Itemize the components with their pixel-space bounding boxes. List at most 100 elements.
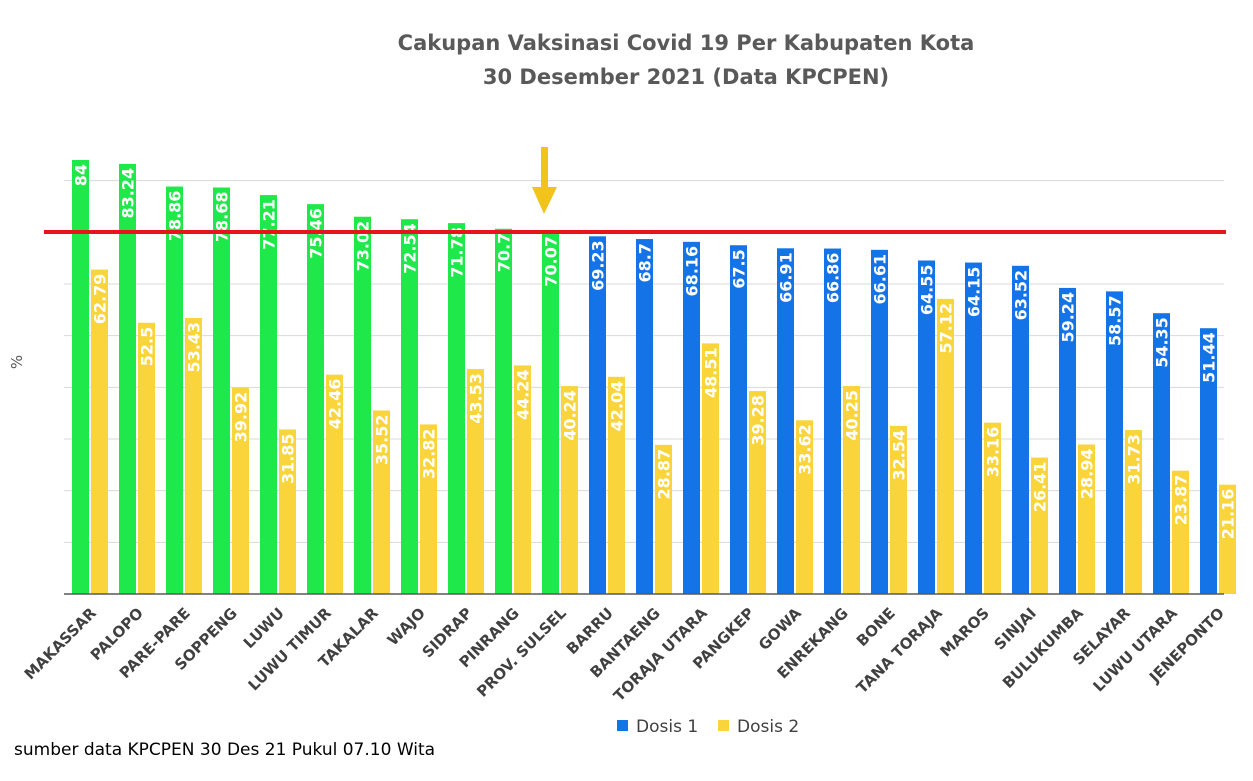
value-label-dosis-1: 66.91	[777, 252, 796, 303]
value-label-dosis-2: 23.87	[1172, 475, 1191, 526]
bar-dosis-2	[514, 365, 531, 594]
value-label-dosis-2: 48.51	[702, 347, 721, 398]
bar-dosis-2	[749, 391, 766, 594]
value-label-dosis-2: 21.16	[1219, 489, 1238, 540]
value-label-dosis-1: 54.35	[1153, 317, 1172, 368]
value-label-dosis-2: 28.94	[1078, 448, 1097, 499]
value-label-dosis-1: 63.52	[1012, 270, 1031, 321]
arrow-shaft	[541, 147, 548, 189]
value-label-dosis-1: 59.24	[1059, 292, 1078, 343]
arrow-head	[532, 187, 557, 214]
value-label-dosis-2: 42.46	[326, 379, 345, 430]
value-label-dosis-1: 69.23	[589, 240, 608, 291]
bar-dosis-1	[1106, 291, 1123, 594]
bar-dosis-1	[730, 245, 747, 594]
category-label: LUWU UTARA	[1089, 604, 1181, 696]
bar-dosis-1	[542, 231, 559, 594]
value-label-dosis-1: 66.61	[871, 254, 890, 305]
value-label-dosis-1: 78.86	[166, 191, 185, 242]
category-label: BULUKUMBA	[999, 604, 1087, 692]
bar-dosis-1	[918, 260, 935, 594]
category-label: PROV. SULSEL	[473, 604, 570, 701]
category-label: MAKASSAR	[21, 604, 100, 683]
value-label-dosis-2: 32.82	[420, 428, 439, 479]
bar-dosis-1	[495, 228, 512, 594]
bar-dosis-2	[937, 298, 954, 594]
value-label-dosis-1: 64.55	[918, 264, 937, 315]
value-label-dosis-1: 58.57	[1106, 295, 1125, 346]
bar-dosis-2	[232, 387, 249, 594]
value-label-dosis-2: 32.54	[890, 430, 909, 481]
bar-dosis-1	[636, 239, 653, 595]
value-labels: 84 62.79 83.24 52.5 78.86 53.43 78.68 39.92 77.2…	[72, 164, 1238, 539]
bar-dosis-2	[1125, 430, 1142, 594]
bar-dosis-1	[401, 219, 418, 594]
bar-dosis-2	[890, 425, 907, 594]
bar-dosis-2	[1172, 470, 1189, 594]
bar-dosis-2	[1219, 484, 1236, 594]
value-label-dosis-1: 66.86	[824, 253, 843, 304]
bar-dosis-2	[561, 386, 578, 594]
legend-label-dosis-1: Dosis 1	[636, 717, 698, 737]
bar-dosis-2	[843, 386, 860, 594]
bar-dosis-2	[796, 420, 813, 594]
value-label-dosis-2: 62.79	[91, 274, 110, 325]
category-label: LUWU TIMUR	[245, 604, 336, 695]
bar-dosis-1	[260, 195, 277, 594]
bar-dosis-1	[965, 262, 982, 594]
bar-dosis-2	[467, 369, 484, 594]
bar-dosis-1	[448, 223, 465, 595]
bar-dosis-2	[91, 269, 108, 594]
source-note: sumber data KPCPEN 30 Des 21 Pukul 07.10…	[14, 740, 436, 760]
chart-title: Cakupan Vaksinasi Covid 19 Per Kabupaten…	[398, 31, 975, 55]
value-label-dosis-2: 31.85	[279, 433, 298, 484]
legend-swatch-dosis-1	[617, 720, 628, 731]
value-label-dosis-1: 68.7	[636, 243, 655, 282]
value-label-dosis-2: 40.25	[843, 390, 862, 441]
value-label-dosis-2: 42.04	[608, 381, 627, 432]
bar-dosis-2	[984, 422, 1001, 594]
value-label-dosis-1: 83.24	[119, 168, 138, 219]
value-label-dosis-2: 53.43	[185, 322, 204, 373]
value-label-dosis-2: 31.73	[1125, 434, 1144, 485]
bar-dosis-1	[354, 216, 371, 595]
bar-dosis-1	[1059, 287, 1076, 594]
value-label-dosis-2: 57.12	[937, 303, 956, 354]
y-axis-label: %	[8, 355, 26, 369]
value-label-dosis-1: 77.21	[260, 199, 279, 250]
bar-dosis-2	[326, 374, 343, 594]
bar-dosis-1	[119, 163, 136, 594]
value-label-dosis-1: 68.16	[683, 246, 702, 297]
category-label: TANA TORAJA	[853, 604, 946, 697]
legend-swatch-dosis-2	[718, 720, 729, 731]
value-label-dosis-1: 51.44	[1200, 332, 1219, 383]
value-label-dosis-2: 43.53	[467, 373, 486, 424]
bar-dosis-2	[138, 322, 155, 594]
bar-dosis-2	[185, 317, 202, 594]
bar-dosis-1	[777, 248, 794, 594]
value-label-dosis-1: 70.7	[495, 233, 514, 272]
category-label: BONE	[853, 604, 899, 650]
bar-dosis-1	[824, 248, 841, 594]
bar-dosis-2	[608, 376, 625, 594]
value-label-dosis-1: 78.68	[213, 191, 232, 242]
bars	[72, 160, 1236, 595]
value-label-dosis-2: 52.5	[138, 327, 157, 366]
legend: Dosis 1 Dosis 2	[617, 717, 799, 737]
bar-dosis-2	[279, 429, 296, 594]
value-label-dosis-1: 72.54	[401, 223, 420, 274]
bar-dosis-2	[655, 444, 672, 594]
category-label: MAROS	[937, 604, 993, 660]
value-label-dosis-1: 84	[72, 164, 91, 186]
bar-dosis-1	[72, 160, 89, 594]
value-label-dosis-2: 28.87	[655, 449, 674, 500]
value-label-dosis-2: 35.52	[373, 414, 392, 465]
chart-subtitle: 30 Desember 2021 (Data KPCPEN)	[483, 65, 889, 89]
legend-label-dosis-2: Dosis 2	[737, 717, 799, 737]
bar-dosis-2	[1078, 444, 1095, 594]
bar-dosis-1	[1153, 313, 1170, 594]
value-label-dosis-2: 33.16	[984, 427, 1003, 478]
bar-dosis-1	[589, 236, 606, 595]
